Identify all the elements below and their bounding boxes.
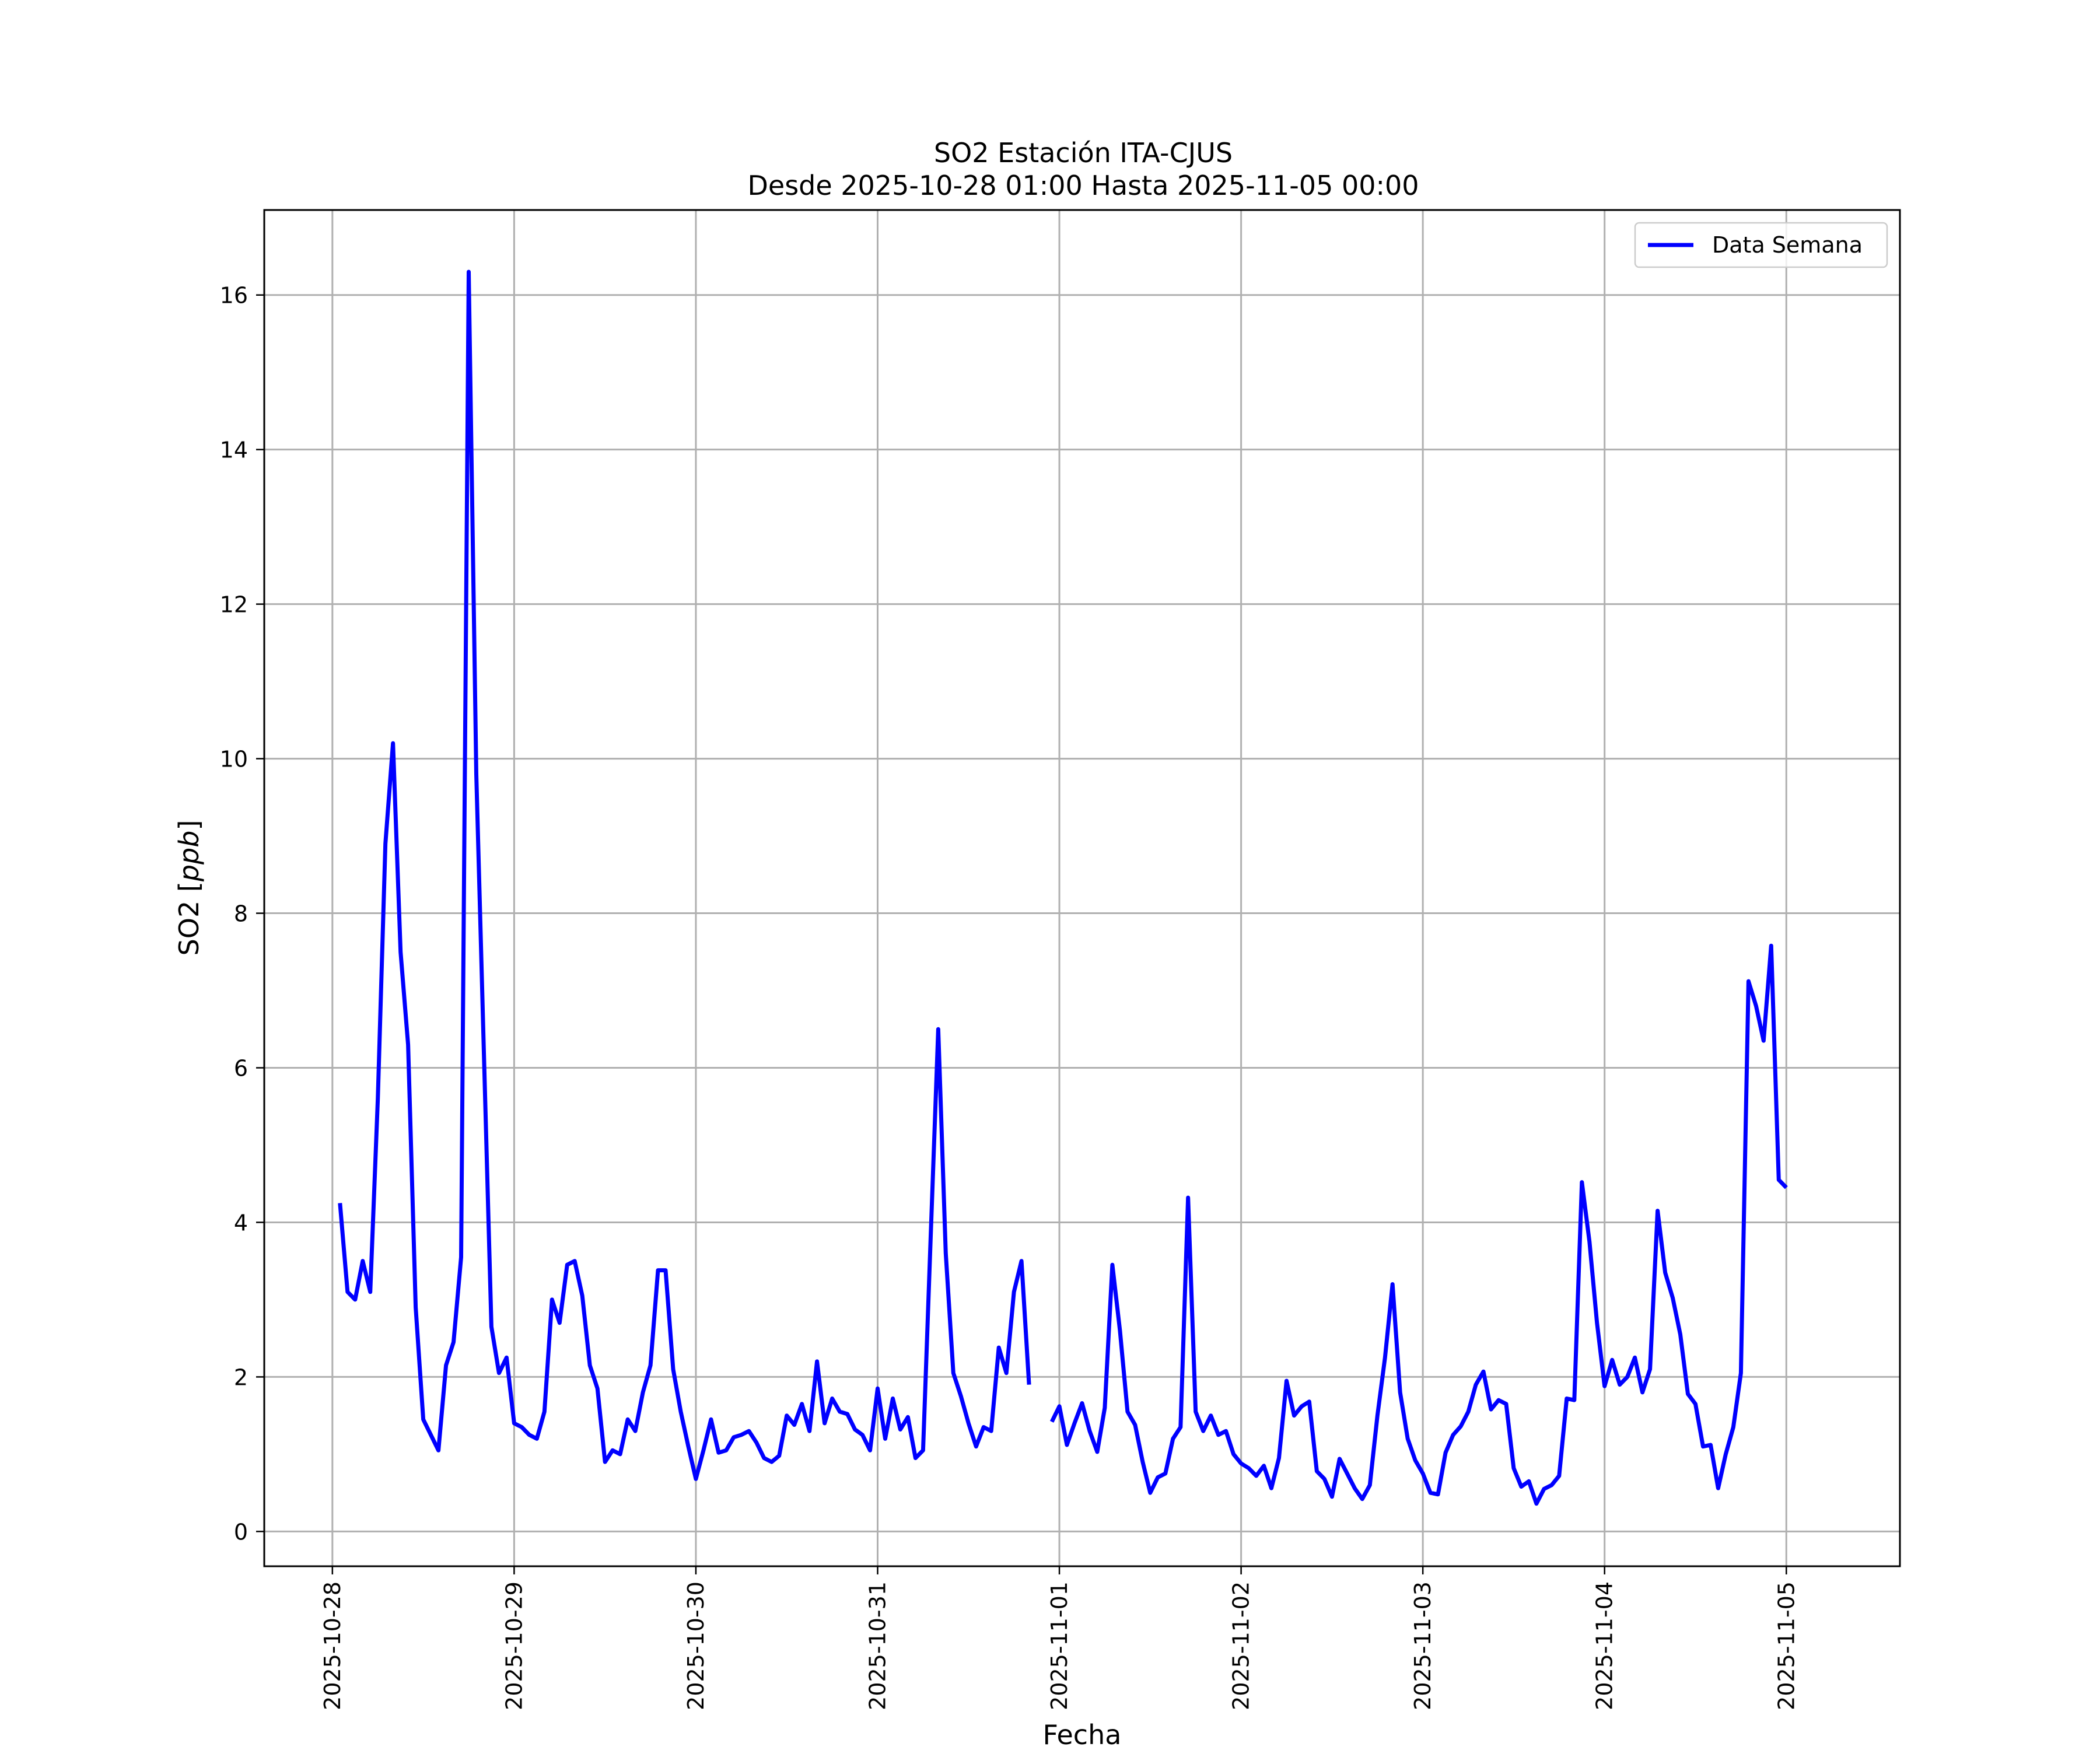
y-tick-label: 16 — [220, 283, 248, 309]
x-tick-label: 2025-10-30 — [683, 1581, 709, 1710]
y-tick-label: 8 — [234, 901, 248, 927]
x-tick-label: 2025-10-28 — [320, 1581, 345, 1710]
x-tick-label: 2025-11-02 — [1228, 1581, 1254, 1710]
chart-title: SO2 Estación ITA-CJUS — [934, 137, 1233, 169]
x-tick-label: 2025-11-01 — [1046, 1581, 1072, 1710]
legend-box — [1634, 222, 1888, 268]
series-line-segment — [1049, 943, 1788, 1506]
legend: Data Semana — [1634, 222, 1888, 268]
x-axis: 2025-10-28 2025-10-29 2025-10-30 2025-10-31… — [320, 1566, 1799, 1710]
y-axis-label-main: SO2 [ — [173, 881, 205, 956]
y-axis-label-unit: ppb — [173, 831, 205, 883]
y-tick-label: 0 — [234, 1519, 248, 1545]
x-tick-label: 2025-10-29 — [501, 1581, 527, 1710]
y-gridlines — [264, 294, 1900, 1532]
x-tick-label: 2025-11-03 — [1410, 1581, 1436, 1710]
series-line-segment — [338, 270, 1031, 1481]
series-layer — [338, 270, 1788, 1506]
x-gridlines — [331, 210, 1787, 1566]
y-tick-label: 10 — [220, 747, 248, 772]
y-tick-label: 2 — [234, 1364, 248, 1390]
plot-frame — [263, 209, 1901, 1567]
x-tick-label: 2025-11-05 — [1773, 1581, 1799, 1710]
y-axis-label-end: ] — [173, 820, 205, 831]
x-tick-label: 2025-11-04 — [1592, 1581, 1618, 1710]
y-tick-label: 6 — [234, 1056, 248, 1082]
y-tick-label: 14 — [220, 438, 248, 463]
y-tick-label: 4 — [234, 1210, 248, 1236]
x-axis-label: Fecha — [1043, 1719, 1122, 1750]
x-tick-label: 2025-10-31 — [865, 1581, 891, 1710]
y-axis-label: SO2 [ppb] — [173, 820, 205, 956]
y-tick-label: 12 — [220, 592, 248, 618]
legend-label: Data Semana — [1712, 232, 1863, 258]
chart-subtitle: Desde 2025-10-28 01:00 Hasta 2025-11-05 … — [747, 170, 1419, 201]
y-axis: 0 2 4 6 8 10 12 14 16 — [220, 283, 264, 1545]
